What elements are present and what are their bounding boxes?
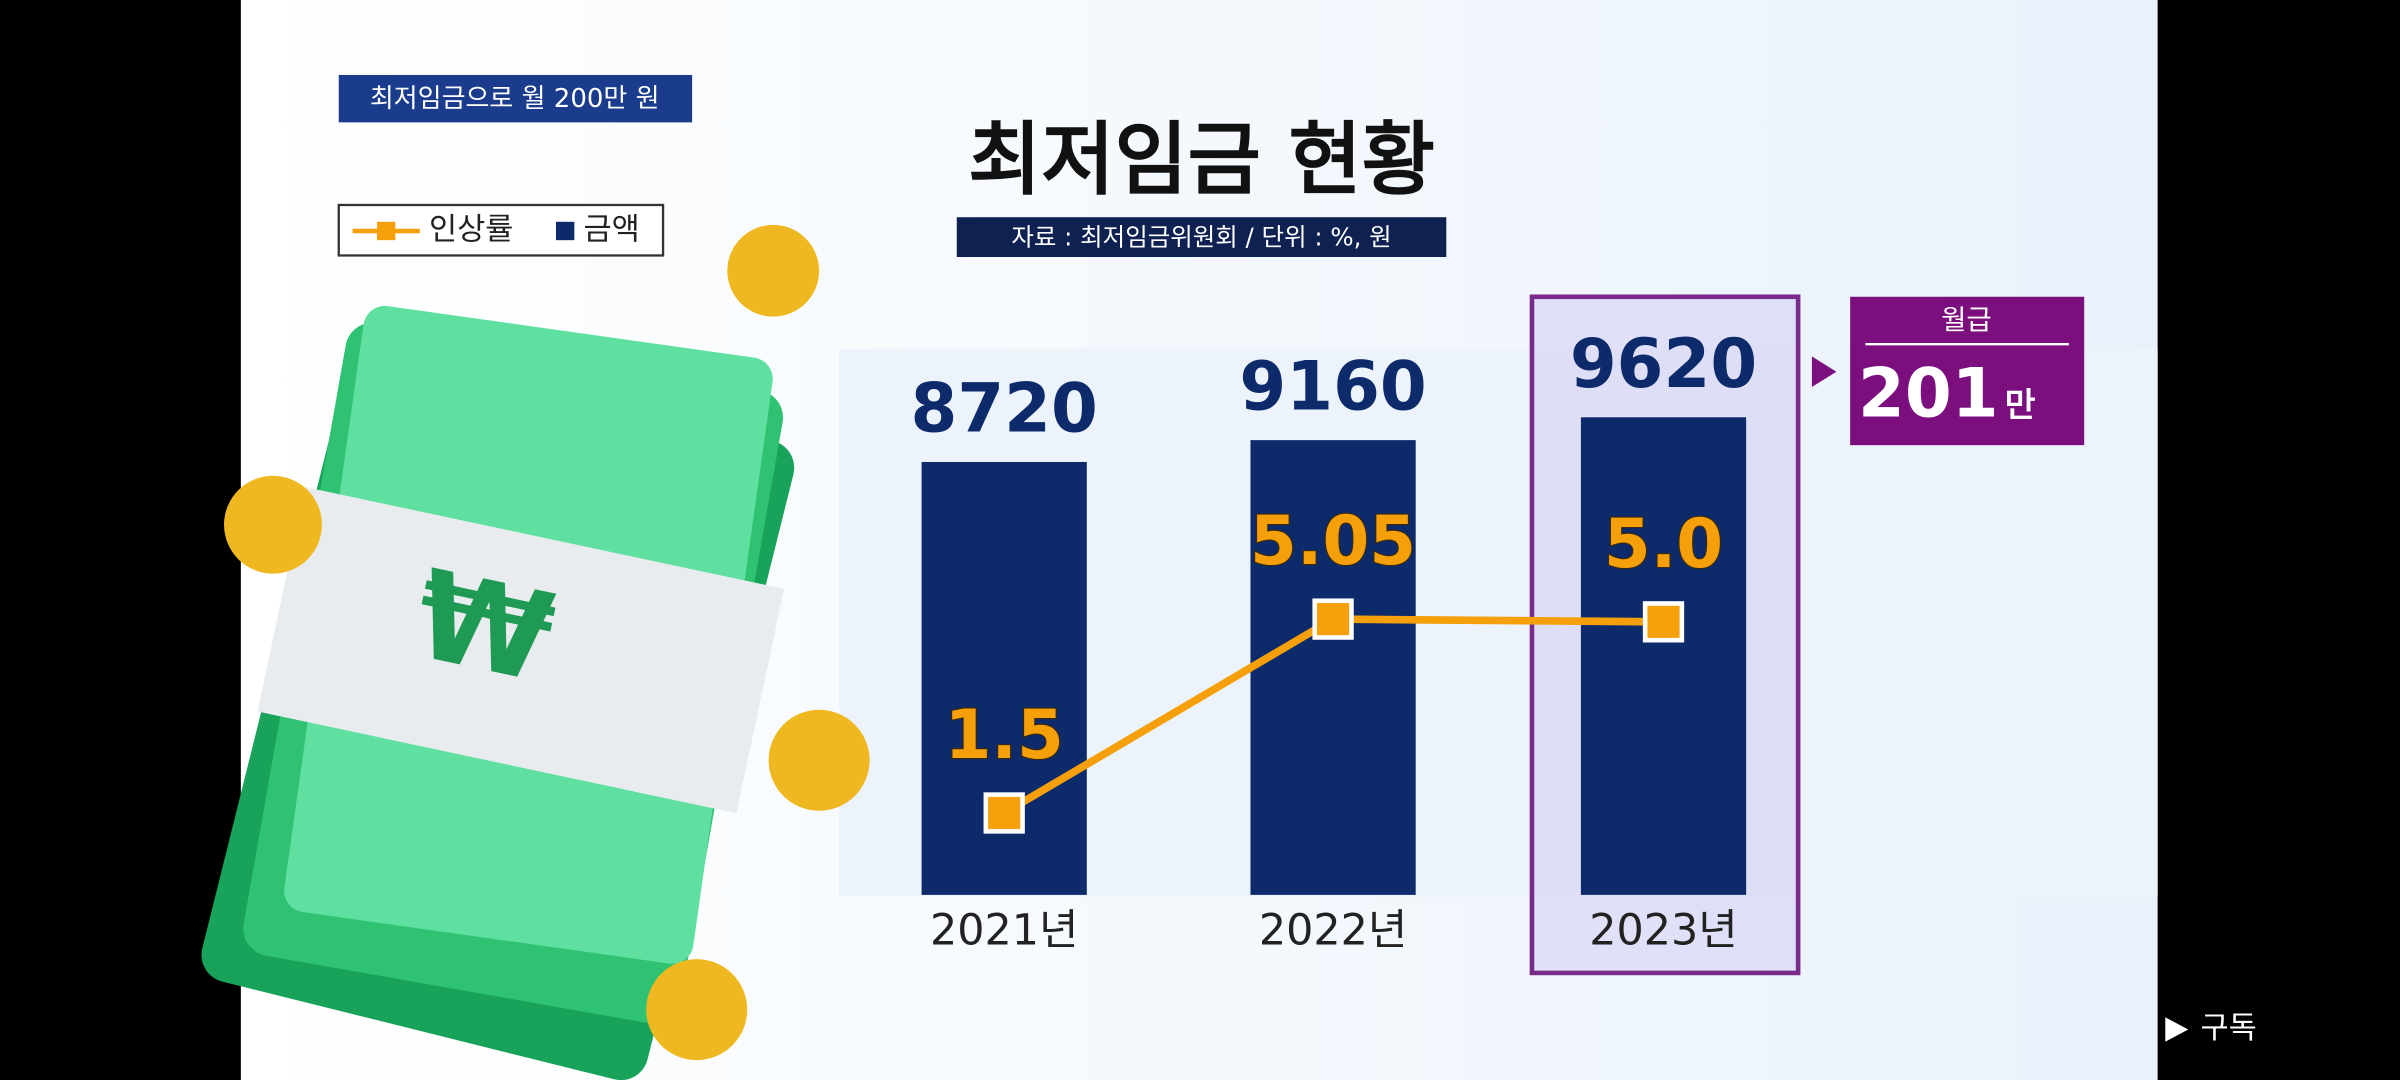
- rate-marker: [1312, 598, 1354, 640]
- legend-label: 금액: [584, 212, 640, 247]
- bar: [1580, 417, 1747, 895]
- rate-value-label: 5.05: [1250, 502, 1416, 580]
- chart-title: 최저임금 현황: [968, 113, 1435, 206]
- callout-value: 201: [1858, 354, 1998, 432]
- callout-label: 월급: [1941, 304, 1992, 336]
- source-box: [956, 217, 1447, 257]
- x-tick-label: 2022년: [1259, 906, 1407, 956]
- money-illustration: ₩: [201, 224, 870, 1080]
- svg-text:₩: ₩: [404, 542, 566, 710]
- tag-box: [338, 74, 693, 123]
- x-tick-label: 2023년: [1589, 906, 1737, 956]
- legend-marker: [555, 221, 575, 241]
- rate-value-label: 1.5: [945, 696, 1064, 774]
- source: 자료 : 최저임금위원회 / 단위 : %, 원: [1011, 223, 1391, 252]
- subscribe-button[interactable]: 구독: [2200, 1011, 2256, 1046]
- play-icon[interactable]: [2165, 1017, 2189, 1042]
- bar-value-label: 8720: [911, 370, 1098, 448]
- x-tick-label: 2021년: [930, 906, 1078, 956]
- legend-marker: [376, 221, 396, 241]
- legend-label: 인상률: [429, 212, 513, 247]
- bar-value-label: 9160: [1239, 348, 1426, 426]
- rate-value-label: 5.0: [1604, 505, 1723, 583]
- bar: [1250, 440, 1416, 895]
- callout-arrow: [1811, 356, 1837, 388]
- callout-unit: 만: [2005, 385, 2036, 424]
- tag: 최저임금으로 월 200만 원: [370, 84, 660, 114]
- callout-box: [1850, 296, 2085, 446]
- rate-marker: [1642, 601, 1685, 643]
- rate-marker: [983, 792, 1025, 834]
- bar-value-label: 9620: [1570, 325, 1757, 403]
